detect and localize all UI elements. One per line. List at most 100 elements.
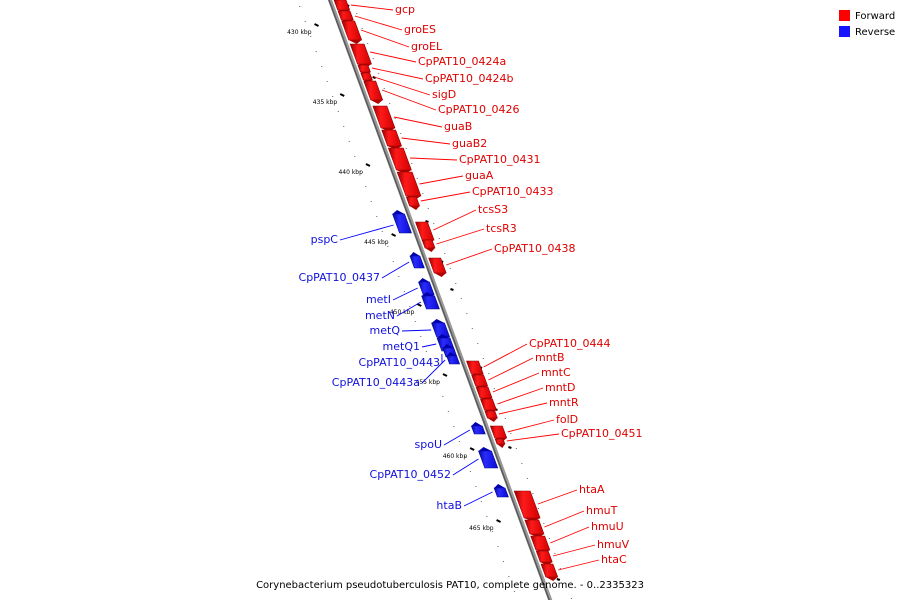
gene-label-metQ[interactable]: metQ [370,324,401,337]
gene-label-tcsR3[interactable]: tcsR3 [486,222,517,235]
track-dot [425,351,427,352]
gene-label-CpPAT10_0433[interactable]: CpPAT10_0433 [472,185,553,198]
track-dot [361,28,363,29]
leader-line [339,224,394,241]
leader-line [374,76,431,96]
gene-label-CpPAT10_0426[interactable]: CpPAT10_0426 [438,103,519,116]
track-dot [436,381,438,382]
leader-line [371,67,424,80]
track-dot [482,358,484,359]
gene-label-hmuU[interactable]: hmuU [591,520,624,533]
track-dot [559,568,561,569]
track-dot [455,283,457,284]
kbp-tick-label: 445 kbp [364,239,389,246]
leader-line [381,89,437,111]
leader-line [537,489,578,505]
gene-label-groEL[interactable]: groEL [411,40,443,53]
gene-metQ[interactable] [431,319,451,338]
gene-label-metN[interactable]: metN [365,309,395,322]
gene-label-CpPAT10_0438[interactable]: CpPAT10_0438 [494,242,575,255]
gene-label-mntD[interactable]: mntD [545,381,575,394]
track-dot [521,463,523,464]
gene-label-mntC[interactable]: mntC [541,366,571,379]
leader-line [381,261,410,279]
track-dot [398,276,400,277]
track-dot [422,193,424,194]
gene-label-metQ1[interactable]: metQ1 [383,340,420,353]
gene-label-CpPAT10_0431[interactable]: CpPAT10_0431 [459,153,540,166]
kbp-tick-label: 455 kbp [416,379,441,386]
track-dot [356,13,358,14]
gene-mntR[interactable] [484,410,498,422]
legend-forward-swatch [839,10,850,21]
gene-label-CpPAT10_0452[interactable]: CpPAT10_0452 [370,468,451,481]
leader-line [421,343,437,348]
gene-htaB[interactable] [493,484,509,498]
leader-line [421,359,446,384]
gene-label-htaC[interactable]: htaC [601,553,627,566]
gene-label-htaB[interactable]: htaB [436,499,462,512]
gene-groEL[interactable] [341,20,363,44]
gene-label-CpPAT10_0424b[interactable]: CpPAT10_0424b [425,72,513,85]
gene-metN[interactable] [421,292,440,310]
gene-label-guaB2[interactable]: guaB2 [452,137,487,150]
gene-tcsR3[interactable] [421,239,436,252]
gene-label-gcp[interactable]: gcp [395,3,415,16]
gene-label-guaA[interactable]: guaA [465,169,494,182]
gene-label-groES[interactable]: groES [404,23,436,36]
gene-label-mntB[interactable]: mntB [535,351,565,364]
leader-line [498,402,548,415]
track-dot [491,531,493,532]
leader-line [436,228,485,245]
gene-label-spoU[interactable]: spoU [415,438,443,451]
gene-label-mntR[interactable]: mntR [549,396,579,409]
gene-CpPAT10_0452[interactable] [478,447,499,469]
gene-label-htaA[interactable]: htaA [579,483,605,496]
track-dot [376,216,378,217]
gene-label-hmuV[interactable]: hmuV [597,538,630,551]
gene-label-CpPAT10_0443[interactable]: CpPAT10_0443 [359,356,440,369]
gene-metI[interactable] [418,278,435,296]
track-dot [515,448,517,449]
gene-hmuV[interactable] [535,550,553,566]
track-dot [348,141,350,142]
gene-CpPAT10_0437[interactable] [409,252,425,269]
track-dot [394,118,396,119]
gene-label-guaB[interactable]: guaB [444,120,472,133]
leader-line [401,329,432,332]
track-dot [526,478,528,479]
gene-label-metI[interactable]: metI [366,293,391,306]
gene-spoU[interactable] [470,422,486,435]
track-dot [321,66,323,67]
gene-pspC[interactable] [392,210,412,234]
gene-label-CpPAT10_0437[interactable]: CpPAT10_0437 [299,271,380,284]
gene-label-pspC[interactable]: pspC [311,233,339,246]
track-dot [304,21,306,22]
track-dot [367,43,369,44]
gene-CpPAT10_0443a[interactable] [446,352,461,365]
gene-CpPAT10_0438[interactable] [428,257,447,277]
track-dot [403,291,405,292]
gene-label-CpPAT10_0444[interactable]: CpPAT10_0444 [529,337,610,350]
gene-label-tcsS3[interactable]: tcsS3 [478,203,508,216]
leader-line [420,191,471,202]
track-dot [414,321,416,322]
leader-line [392,287,418,301]
gene-label-CpPAT10_0443a[interactable]: CpPAT10_0443a [332,376,420,389]
leader-line [483,343,528,368]
gene-label-sigD[interactable]: sigD [432,88,456,101]
track-dot [416,178,418,179]
gene-label-hmuT[interactable]: hmuT [586,504,618,517]
gene-CpPAT10_0433[interactable] [405,196,421,210]
gene-label-CpPAT10_0451[interactable]: CpPAT10_0451 [561,427,642,440]
gene-label-CpPAT10_0424a[interactable]: CpPAT10_0424a [418,55,506,68]
genome-backbone-shadow [327,0,553,600]
kbp-tick [496,519,502,523]
gene-htaC[interactable] [540,563,559,581]
track-dot [510,433,512,434]
gene-CpPAT10_0451[interactable] [494,438,506,448]
gene-CpPAT10_0426[interactable] [363,80,384,104]
track-dot [392,261,394,262]
gene-label-folD[interactable]: folD [556,413,578,426]
kbp-tick [469,447,475,451]
